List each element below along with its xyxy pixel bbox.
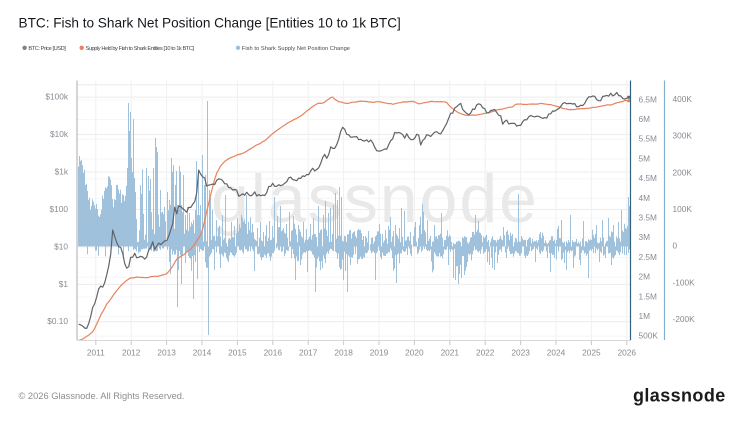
svg-text:-200K: -200K bbox=[673, 314, 696, 324]
svg-text:2018: 2018 bbox=[334, 348, 353, 358]
svg-text:5M: 5M bbox=[639, 153, 651, 163]
svg-text:$10k: $10k bbox=[50, 129, 69, 139]
svg-text:500K: 500K bbox=[639, 331, 659, 341]
svg-text:2013: 2013 bbox=[157, 348, 176, 358]
svg-text:Supply Held by Fish to Shark E: Supply Held by Fish to Shark Entities [1… bbox=[86, 46, 195, 52]
svg-text:$1: $1 bbox=[59, 279, 69, 289]
svg-text:2019: 2019 bbox=[370, 348, 389, 358]
svg-text:-100K: -100K bbox=[673, 277, 696, 287]
svg-text:200K: 200K bbox=[673, 167, 693, 177]
svg-text:2021: 2021 bbox=[441, 348, 460, 358]
svg-text:2025: 2025 bbox=[582, 348, 601, 358]
svg-text:2M: 2M bbox=[639, 272, 651, 282]
svg-text:0: 0 bbox=[673, 241, 678, 251]
svg-text:3.5M: 3.5M bbox=[639, 213, 658, 223]
svg-text:Fish to Shark Supply Net Posit: Fish to Shark Supply Net Position Change bbox=[242, 46, 350, 52]
svg-text:$0.10: $0.10 bbox=[47, 316, 68, 326]
svg-text:$100k: $100k bbox=[45, 92, 68, 102]
svg-text:3M: 3M bbox=[639, 232, 651, 242]
svg-text:BTC: Fish to Shark Net Positio: BTC: Fish to Shark Net Position Change [… bbox=[19, 16, 401, 31]
svg-text:2024: 2024 bbox=[547, 348, 566, 358]
svg-text:4M: 4M bbox=[639, 193, 651, 203]
svg-text:2017: 2017 bbox=[299, 348, 318, 358]
svg-text:4.5M: 4.5M bbox=[639, 173, 658, 183]
svg-text:2012: 2012 bbox=[122, 348, 141, 358]
svg-text:6M: 6M bbox=[639, 114, 651, 124]
svg-text:BTC: Price [USD]: BTC: Price [USD] bbox=[28, 46, 66, 52]
svg-text:$100: $100 bbox=[50, 204, 69, 214]
svg-text:1M: 1M bbox=[639, 311, 651, 321]
svg-text:1.5M: 1.5M bbox=[639, 291, 658, 301]
svg-text:glassnode: glassnode bbox=[211, 161, 539, 237]
svg-text:400K: 400K bbox=[673, 94, 693, 104]
svg-text:2.5M: 2.5M bbox=[639, 252, 658, 262]
svg-text:5.5M: 5.5M bbox=[639, 134, 658, 144]
svg-text:2015: 2015 bbox=[228, 348, 247, 358]
svg-text:2023: 2023 bbox=[511, 348, 530, 358]
svg-text:2011: 2011 bbox=[87, 348, 105, 358]
svg-text:6.5M: 6.5M bbox=[639, 94, 658, 104]
svg-text:2014: 2014 bbox=[193, 348, 212, 358]
svg-text:2020: 2020 bbox=[405, 348, 424, 358]
svg-text:© 2026 Glassnode. All Rights R: © 2026 Glassnode. All Rights Reserved. bbox=[19, 391, 185, 401]
svg-text:2016: 2016 bbox=[264, 348, 283, 358]
svg-text:2022: 2022 bbox=[476, 348, 495, 358]
svg-text:$1k: $1k bbox=[55, 166, 69, 176]
svg-text:2026: 2026 bbox=[618, 348, 637, 358]
svg-text:$10: $10 bbox=[54, 241, 68, 251]
svg-text:glassnode: glassnode bbox=[633, 386, 726, 406]
svg-text:100K: 100K bbox=[673, 204, 693, 214]
svg-text:300K: 300K bbox=[673, 131, 693, 141]
